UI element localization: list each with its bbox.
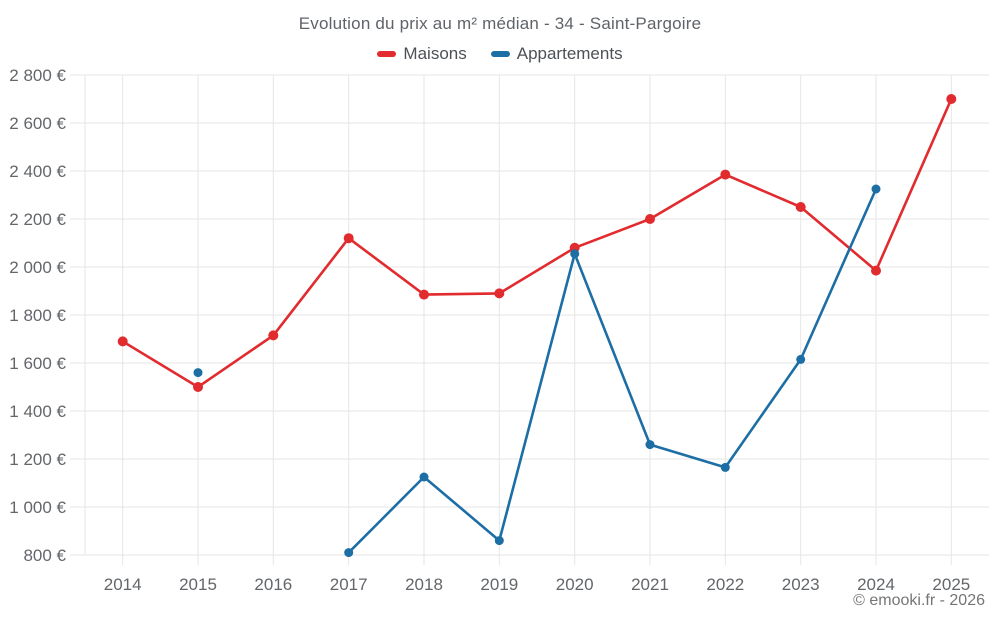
data-point-appartements-2018[interactable] [419,472,429,482]
legend-item-appartements[interactable]: Appartements [490,44,623,64]
x-axis-tick-label: 2022 [706,575,744,594]
data-point-appartements-2021[interactable] [645,440,655,450]
y-axis-tick-label: 1 800 € [9,306,66,325]
legend-swatch-maisons-icon [377,51,397,57]
data-point-maisons-2018[interactable] [419,289,429,300]
x-axis-tick-label: 2020 [556,575,594,594]
chart-title: Evolution du prix au m² médian - 34 - Sa… [298,14,702,33]
x-axis-tick-label: 2025 [932,575,970,594]
x-axis-tick-label: 2023 [782,575,820,594]
data-point-maisons-2016[interactable] [268,330,279,341]
data-point-maisons-2025[interactable] [946,94,957,104]
y-axis-tick-label: 800 € [23,546,66,565]
x-axis-tick-label: 2021 [631,575,669,594]
data-point-appartements-2023[interactable] [796,354,806,364]
data-point-maisons-2017[interactable] [343,233,354,244]
data-point-appartements-2017[interactable] [344,548,354,558]
data-point-maisons-2019[interactable] [494,288,505,299]
data-point-maisons-2021[interactable] [645,214,655,224]
legend-item-maisons[interactable]: Maisons [377,44,467,64]
x-axis-tick-label: 2014 [104,575,142,594]
chart-legend: Maisons Appartements [0,44,1000,64]
y-axis-tick-label: 1 200 € [9,450,66,469]
y-axis-tick-label: 1 600 € [9,354,66,373]
legend-label-maisons: Maisons [403,44,467,63]
y-axis-tick-label: 2 800 € [9,66,66,85]
data-point-maisons-2015[interactable] [193,382,203,392]
data-point-maisons-2022[interactable] [720,169,731,180]
data-point-maisons-2024[interactable] [871,265,881,276]
series-line-appartements [347,187,878,554]
footer-credit: © emooki.fr - 2026 [853,592,985,609]
data-point-maisons-2023[interactable] [795,202,806,212]
data-point-appartements-2015[interactable] [193,368,203,378]
y-axis-tick-label: 2 400 € [9,162,66,181]
data-point-appartements-2024[interactable] [871,184,881,194]
y-axis-tick-label: 1 000 € [9,498,66,517]
y-axis-tick-label: 1 400 € [9,402,66,421]
x-axis-tick-label: 2024 [857,575,895,594]
data-point-maisons-2014[interactable] [117,336,128,347]
x-axis-tick-label: 2016 [254,575,292,594]
x-axis-tick-label: 2019 [480,575,518,594]
x-axis-tick-label: 2017 [330,575,368,594]
data-point-appartements-2019[interactable] [494,536,504,546]
legend-swatch-appartements-icon [490,51,510,57]
x-axis-tick-label: 2018 [405,575,443,594]
y-axis-tick-label: 2 000 € [9,258,66,277]
series-line-maisons [121,97,953,389]
data-point-appartements-2022[interactable] [720,462,730,472]
legend-label-appartements: Appartements [516,44,623,63]
y-axis-tick-label: 2 600 € [9,114,66,133]
y-axis-tick-label: 2 200 € [9,210,66,229]
data-point-appartements-2020[interactable] [570,249,580,259]
x-axis-tick-label: 2015 [179,575,217,594]
